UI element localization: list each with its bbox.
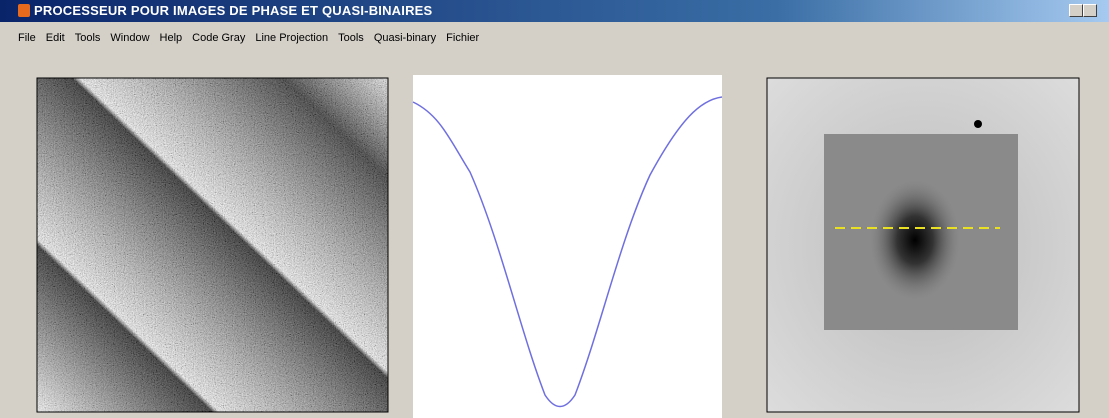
figure-area [0, 0, 1109, 418]
line-profile-plot [413, 75, 722, 418]
application-window: PROCESSEUR POUR IMAGES DE PHASE ET QUASI… [0, 0, 1109, 418]
intensity-image [767, 78, 1079, 412]
phase-image [37, 78, 388, 412]
